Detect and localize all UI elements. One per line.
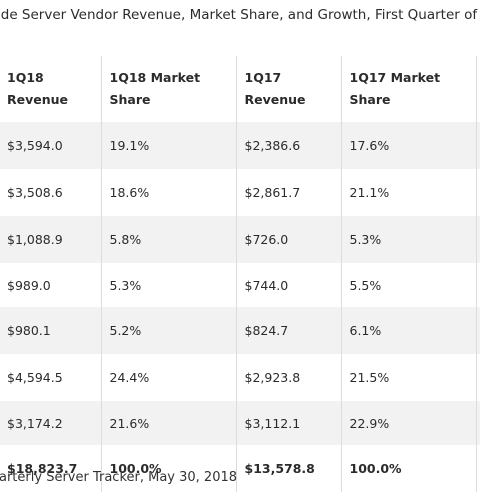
cell-1q18-revenue: $1,088.9 xyxy=(0,216,101,263)
cell-1q17-revenue: $824.7 xyxy=(235,307,341,354)
cell-cut xyxy=(475,122,480,169)
header-cut-column xyxy=(475,56,480,122)
cell-1q17-share: 22.9% xyxy=(340,401,476,445)
table-row: $3,508.6 18.6% $2,861.7 21.1% xyxy=(0,169,480,216)
cell-1q17-share: 21.1% xyxy=(340,169,476,216)
cell-1q18-revenue: $3,508.6 xyxy=(7,185,63,200)
cell-1q17-share: 6.1% xyxy=(340,307,476,354)
cell-1q18-share: 19.1% xyxy=(100,122,236,169)
total-1q17-share: 100.0% xyxy=(340,445,476,492)
cell-cut xyxy=(475,169,480,216)
table-title: ide Server Vendor Revenue, Market Share,… xyxy=(0,7,480,23)
header-1q18-revenue: 1Q18 Revenue xyxy=(0,56,101,122)
cell-1q18-share: 5.8% xyxy=(100,216,236,263)
cell-1q17-share: 21.5% xyxy=(340,354,476,401)
table-row: $1,088.9 5.8% $726.0 5.3% xyxy=(0,216,480,263)
table-row: $980.1 5.2% $824.7 6.1% xyxy=(0,307,480,354)
cell-1q17-revenue: $2,861.7 xyxy=(235,169,341,216)
header-1q17-market-share: 1Q17 Market Share xyxy=(340,56,476,122)
header-1q17-revenue: 1Q17 Revenue xyxy=(235,56,341,122)
cell-1q18-share: 21.6% xyxy=(100,401,236,445)
cell-1q18-revenue: $989.0 xyxy=(7,277,51,293)
cell-1q18-share: 5.2% xyxy=(100,307,236,354)
table-row: $3,174.2 21.6% $3,112.1 22.9% xyxy=(0,401,480,445)
header-1q18-market-share: 1Q18 Market Share xyxy=(100,56,236,122)
cell-cut xyxy=(475,307,480,354)
cell-1q18-revenue: $3,594.0 xyxy=(0,122,101,169)
cell-1q18-revenue: $980.1 xyxy=(0,307,101,354)
cell-1q17-revenue: $2,386.6 xyxy=(235,122,341,169)
total-1q17-revenue: $13,578.8 xyxy=(235,445,341,492)
cell-1q18-revenue: $3,174.2 xyxy=(0,401,101,445)
cell-1q18-share: 18.6% xyxy=(100,169,236,216)
total-1q18-revenue: $18,823.7 xyxy=(7,461,78,476)
cell-1q17-revenue: $744.0 xyxy=(235,263,341,307)
cell-1q18-revenue: $4,594.5 xyxy=(7,370,63,385)
cell-1q17-revenue: $3,112.1 xyxy=(235,401,341,445)
cell-cut xyxy=(475,263,480,307)
cell-1q18-share: 24.4% xyxy=(100,354,236,401)
cell-1q17-revenue: $726.0 xyxy=(235,216,341,263)
source-note: arterly Server Tracker, May 30, 2018 xyxy=(0,470,238,485)
cell-1q17-share: 5.3% xyxy=(340,216,476,263)
cell-1q17-revenue: $2,923.8 xyxy=(235,354,341,401)
cell-cut xyxy=(475,354,480,401)
table-row: $989.0 5.3% $744.0 5.5% xyxy=(0,263,480,307)
cell-1q17-share: 17.6% xyxy=(340,122,476,169)
cell-1q17-share: 5.5% xyxy=(340,263,476,307)
total-1q18-share: 100.0% xyxy=(100,445,236,492)
cell-cut xyxy=(475,216,480,263)
revenue-table: 1Q18 Revenue 1Q18 Market Share 1Q17 Revenue… xyxy=(0,56,480,492)
table-header-row: 1Q18 Revenue 1Q18 Market Share 1Q17 Revenue… xyxy=(0,56,480,122)
cell-cut xyxy=(475,401,480,445)
table-row: $3,594.0 19.1% $2,386.6 17.6% xyxy=(0,122,480,169)
table-total-row: $18,823.7 100.0% $13,578.8 100.0% xyxy=(0,445,480,492)
cell-cut xyxy=(475,445,480,492)
cell-1q18-share: 5.3% xyxy=(100,263,236,307)
table-row: $4,594.5 24.4% $2,923.8 21.5% xyxy=(0,354,480,401)
